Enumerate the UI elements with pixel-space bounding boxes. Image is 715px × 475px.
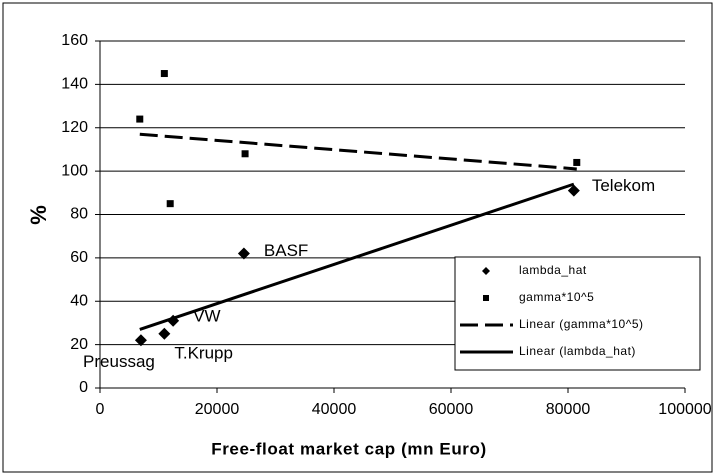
diamond-marker [134, 334, 147, 347]
y-tick-label: 0 [79, 379, 88, 396]
y-axis-title: % [26, 205, 51, 225]
y-tick-label: 100 [61, 162, 88, 179]
trend-line [139, 182, 575, 331]
x-axis-title: Free-float market cap (mn Euro) [211, 439, 487, 458]
y-tick-label: 60 [70, 249, 88, 266]
square-marker [241, 150, 249, 158]
point-label: Telekom [592, 176, 655, 195]
x-tick-label: 0 [96, 401, 105, 418]
x-tick-label: 20000 [195, 401, 240, 418]
legend-label: lambda_hat [519, 263, 587, 277]
legend-label: gamma*10^5 [519, 290, 594, 304]
square-marker [136, 115, 144, 123]
square-marker [166, 200, 174, 208]
y-tick-label: 20 [70, 336, 88, 353]
legend-label: Linear (gamma*10^5) [519, 317, 644, 331]
x-tick-label: 100000 [658, 401, 711, 418]
y-tick-label: 80 [70, 206, 88, 223]
legend-label: Linear (lambda_hat) [519, 344, 636, 358]
diamond-marker [567, 184, 580, 197]
point-label: T.Krupp [174, 343, 233, 362]
y-tick-label: 40 [70, 292, 88, 309]
x-tick-label: 40000 [312, 401, 357, 418]
legend-swatch [482, 267, 490, 275]
point-label: VW [193, 306, 220, 325]
y-tick-label: 160 [61, 32, 88, 49]
diamond-marker [158, 327, 171, 340]
point-label: BASF [264, 241, 308, 260]
x-tick-label: 80000 [546, 401, 591, 418]
y-tick-label: 120 [61, 119, 88, 136]
legend-swatch [483, 295, 489, 301]
y-tick-label: 140 [61, 76, 88, 93]
point-label: Preussag [83, 352, 155, 371]
square-marker [573, 158, 581, 166]
trend-line [139, 132, 577, 171]
square-marker [160, 70, 168, 78]
diamond-marker [237, 247, 250, 260]
x-tick-label: 60000 [429, 401, 474, 418]
